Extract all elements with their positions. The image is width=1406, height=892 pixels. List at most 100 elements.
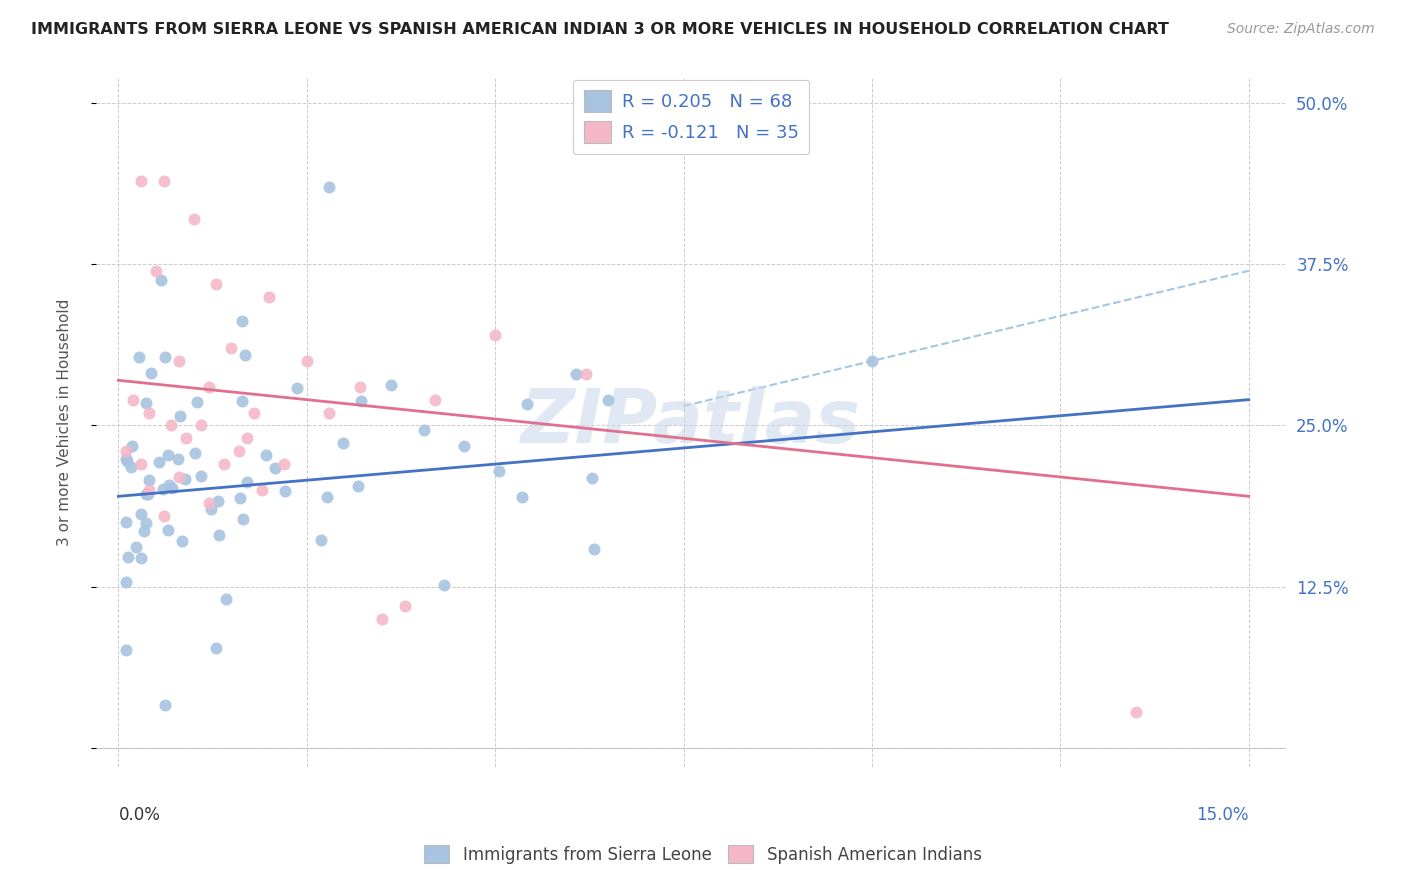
Point (128, 350, 150, 364)
Point (229, 491, 252, 505)
Text: IMMIGRANTS FROM SIERRA LEONE VS SPANISH AMERICAN INDIAN 3 OR MORE VEHICLES IN HO: IMMIGRANTS FROM SIERRA LEONE VS SPANISH … (31, 22, 1168, 37)
Point (453, 439, 475, 453)
Legend: R = 0.205   N = 68, R = -0.121   N = 35: R = 0.205 N = 68, R = -0.121 N = 35 (572, 79, 810, 154)
Point (581, 471, 603, 485)
Text: 0.0%: 0.0% (118, 805, 160, 823)
Point (349, 380, 371, 394)
Point (138, 405, 160, 419)
Point (318, 405, 340, 419)
Point (169, 409, 191, 423)
Point (208, 528, 231, 542)
Point (153, 350, 176, 364)
Point (129, 173, 152, 187)
Point (257, 289, 280, 303)
Point (350, 394, 373, 409)
Point (115, 515, 138, 529)
Point (231, 314, 253, 328)
Point (346, 478, 368, 492)
Point (167, 354, 190, 368)
Point (433, 577, 456, 591)
Point (207, 494, 229, 508)
Point (232, 512, 254, 526)
Point (250, 483, 273, 497)
Point (132, 524, 155, 538)
Legend: Immigrants from Sierra Leone, Spanish American Indians: Immigrants from Sierra Leone, Spanish Am… (418, 838, 988, 871)
Point (233, 348, 256, 362)
Point (516, 397, 538, 411)
Point (174, 431, 197, 445)
Point (120, 460, 142, 475)
Point (157, 478, 180, 492)
Point (564, 367, 586, 381)
Point (186, 395, 208, 409)
Point (205, 277, 228, 291)
Point (488, 464, 510, 478)
Point (170, 534, 193, 549)
Point (115, 643, 138, 657)
Point (316, 490, 339, 504)
Point (412, 423, 434, 437)
Point (139, 367, 162, 381)
Point (155, 698, 177, 713)
Point (167, 470, 190, 484)
Point (295, 354, 318, 368)
Point (135, 516, 157, 530)
Y-axis label: 3 or more Vehicles in Household: 3 or more Vehicles in Household (58, 299, 72, 546)
Point (160, 418, 183, 433)
Point (184, 446, 207, 460)
Point (273, 457, 295, 471)
Point (131, 551, 153, 566)
Point (309, 533, 332, 547)
Point (152, 482, 174, 496)
Point (228, 444, 250, 458)
Point (236, 475, 259, 489)
Point (152, 508, 174, 523)
Point (174, 472, 197, 486)
Point (160, 481, 183, 495)
Point (380, 377, 402, 392)
Point (371, 612, 394, 626)
Point (198, 496, 221, 510)
Point (394, 599, 416, 613)
Point (332, 436, 354, 450)
Point (860, 354, 883, 368)
Point (198, 380, 221, 394)
Text: ZIPatlas: ZIPatlas (522, 385, 860, 458)
Point (145, 264, 167, 278)
Point (136, 486, 159, 500)
Point (598, 392, 620, 407)
Point (156, 523, 179, 537)
Point (243, 405, 266, 419)
Text: Source: ZipAtlas.com: Source: ZipAtlas.com (1227, 22, 1375, 37)
Point (235, 431, 257, 445)
Point (582, 542, 605, 557)
Point (135, 486, 157, 500)
Point (484, 328, 506, 343)
Point (152, 173, 174, 187)
Point (117, 549, 139, 564)
Point (121, 439, 143, 453)
Point (129, 457, 152, 471)
Point (263, 461, 285, 475)
Point (148, 454, 170, 468)
Point (200, 502, 222, 516)
Point (254, 449, 277, 463)
Point (318, 180, 340, 194)
Point (167, 452, 190, 467)
Point (1125, 705, 1147, 719)
Point (212, 457, 235, 471)
Point (125, 540, 148, 554)
Point (138, 473, 160, 487)
Point (274, 484, 297, 499)
Point (150, 273, 173, 287)
Point (122, 392, 145, 407)
Point (215, 592, 238, 607)
Point (115, 444, 138, 458)
Point (190, 468, 212, 483)
Point (115, 452, 138, 467)
Point (138, 483, 160, 497)
Point (285, 381, 308, 395)
Text: 15.0%: 15.0% (1197, 805, 1249, 823)
Point (575, 367, 598, 381)
Point (135, 396, 157, 410)
